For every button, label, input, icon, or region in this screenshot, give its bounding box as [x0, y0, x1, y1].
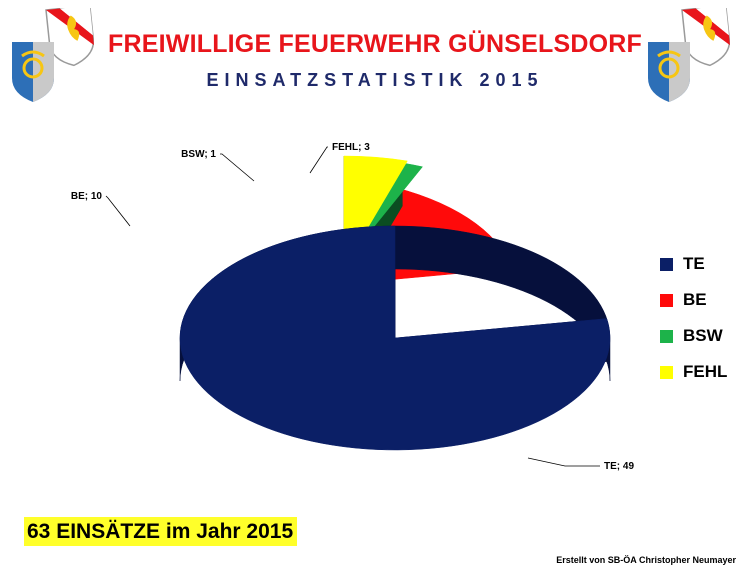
leader-line: [220, 153, 255, 182]
legend-item-te: TE: [660, 246, 727, 282]
data-label-bsw: BSW; 1: [181, 149, 216, 160]
chart-subtitle: EINSATZSTATISTIK 2015: [206, 70, 544, 90]
legend-swatch: [660, 257, 673, 271]
legend-label: BSW: [683, 326, 723, 345]
leader-line: [105, 195, 131, 227]
legend-item-be: BE: [660, 282, 727, 318]
legend-label: BE: [683, 290, 707, 309]
data-label-be: BE; 10: [71, 191, 103, 202]
leader-line: [309, 146, 328, 174]
fire-brigade-emblem-icon: [12, 8, 94, 102]
legend-swatch: [660, 365, 673, 379]
legend-label: FEHL: [683, 362, 728, 381]
pie-slice-te: [179, 225, 611, 451]
legend-swatch: [660, 329, 673, 343]
leader-line: [527, 457, 600, 467]
legend-item-bsw: BSW: [660, 318, 727, 354]
data-label-fehl: FEHL; 3: [332, 142, 370, 153]
chart-title: FREIWILLIGE FEUERWEHR GÜNSELSDORF: [108, 30, 642, 58]
data-label-te: TE; 49: [604, 461, 634, 472]
total-summary: 63 EINSÄTZE im Jahr 2015: [24, 517, 298, 546]
author-credit: Erstellt von SB-ÖA Christopher Neumayer: [556, 555, 736, 565]
legend: TE BE BSW FEHL: [660, 246, 727, 390]
fire-brigade-emblem-icon: [648, 8, 730, 102]
legend-swatch: [660, 293, 673, 307]
legend-item-fehl: FEHL: [660, 354, 727, 390]
legend-label: TE: [683, 254, 705, 273]
